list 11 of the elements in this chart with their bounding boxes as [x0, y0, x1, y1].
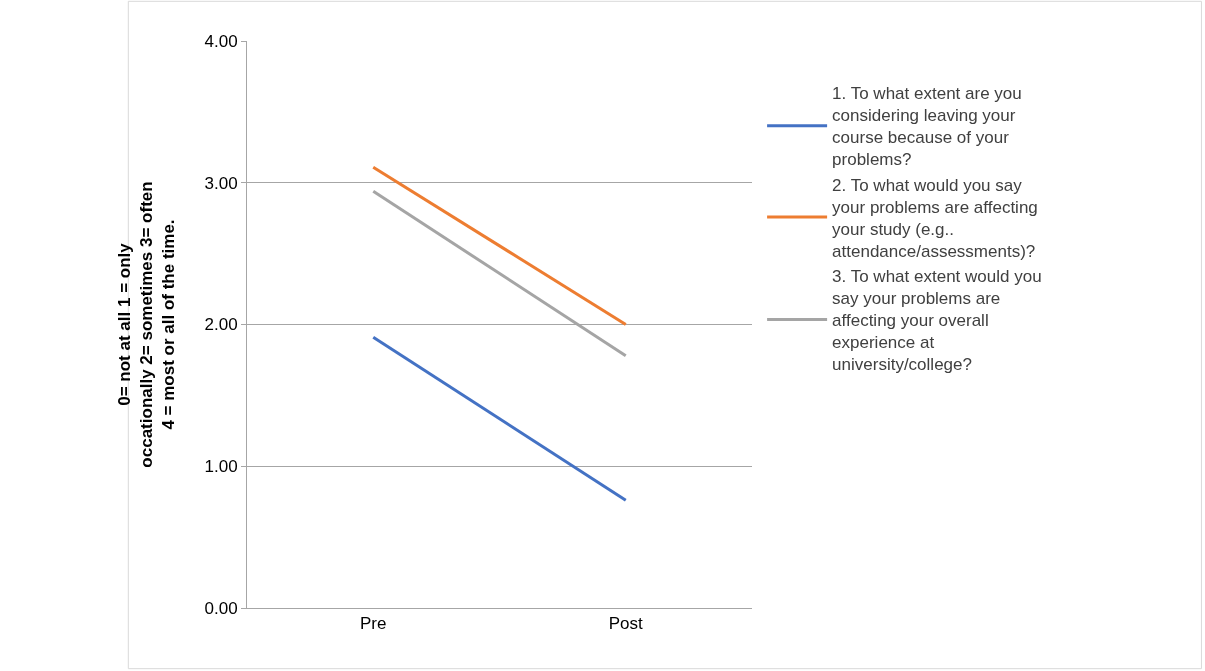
y-tick-label: 2.00: [204, 315, 238, 335]
y-axis-title: 0= not at all 1 = only occationally 2= sometimes 3= often 4 = most or all of the time.: [114, 181, 179, 468]
x-tick-label: Post: [608, 614, 644, 634]
y-tick-label: 0.00: [204, 598, 238, 618]
y-tick-label: 3.00: [204, 173, 238, 193]
legend-label: 2. To what would you say your problems are affecting your study (e.g.. attendance/assessments)?: [832, 175, 1038, 261]
legend-label: 1. To what extent are you considering leaving your course because of your problems?: [832, 84, 1022, 170]
y-tick-label: 1.00: [204, 457, 238, 477]
y-tick-label: 4.00: [204, 31, 238, 51]
legend-label: 3. To what extent would you say your problems are affecting your overall experience at university/college?: [832, 267, 1042, 375]
x-tick-label: Pre: [360, 614, 387, 634]
